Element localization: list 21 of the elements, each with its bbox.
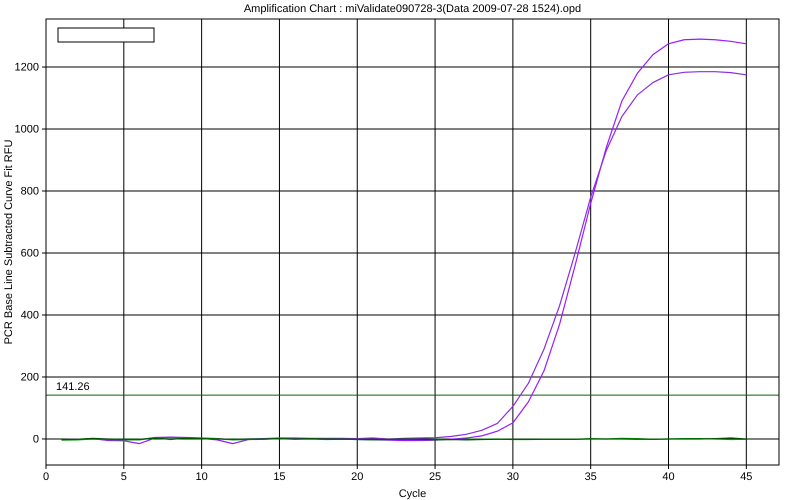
x-axis-title: Cycle: [398, 488, 426, 500]
x-tick-label: 40: [662, 470, 675, 483]
ref-line-label: 141.26: [56, 381, 90, 394]
y-tick-label: 200: [20, 372, 39, 384]
x-tick-label: 30: [506, 470, 520, 483]
y-tick-label: 400: [20, 310, 39, 322]
chart-title: Amplification Chart : miValidate090728-3(Data 2009-07-28 1524).opd: [244, 3, 582, 15]
y-tick-label: 1200: [14, 62, 39, 74]
x-tick-label: 5: [120, 470, 127, 483]
y-tick-label: 0: [32, 433, 39, 446]
x-tick-label: 15: [273, 470, 286, 483]
x-tick-label: 10: [196, 470, 208, 483]
x-tick-label: 0: [42, 470, 50, 483]
y-axis-title: PCR Base Line Subtracted Curve Fit RFU: [3, 140, 15, 344]
x-tick-label: 45: [740, 470, 752, 483]
y-tick-label: 800: [20, 186, 39, 198]
y-tick-label: 600: [20, 248, 39, 260]
x-tick-label: 20: [351, 470, 364, 483]
y-tick-label: 1000: [14, 124, 39, 136]
x-tick-label: 25: [428, 470, 442, 483]
x-tick-label: 35: [584, 470, 597, 483]
